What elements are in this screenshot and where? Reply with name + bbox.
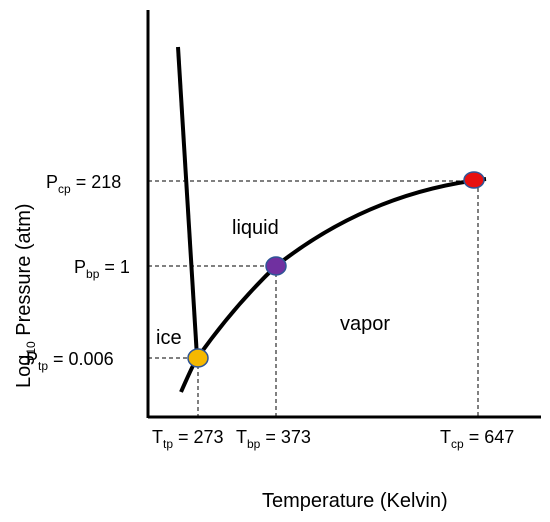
t-critical-label: Tcp = 647 <box>440 427 514 451</box>
region-liquid-label: liquid <box>232 217 279 239</box>
t-boiling-label: Tbp = 373 <box>236 427 311 451</box>
boiling-point-marker <box>265 256 287 276</box>
solid-liquid-boundary <box>176 46 199 358</box>
t-triple-label: Ttp = 273 <box>152 427 224 451</box>
liquid-vapor-boundary <box>179 177 487 393</box>
p-critical-label: Pcp = 218 <box>46 172 121 196</box>
p-boiling-label: Pbp = 1 <box>74 257 130 281</box>
triple-point-marker <box>187 348 209 368</box>
x-axis-title: Temperature (Kelvin) <box>262 490 448 512</box>
y-axis-title: Log10 Pressure (atm) <box>13 203 38 388</box>
region-vapor-label: vapor <box>340 313 390 335</box>
critical-point-marker <box>463 171 485 189</box>
p-triple-label: Ptp = 0.006 <box>26 349 114 373</box>
region-ice-label: ice <box>156 327 182 349</box>
